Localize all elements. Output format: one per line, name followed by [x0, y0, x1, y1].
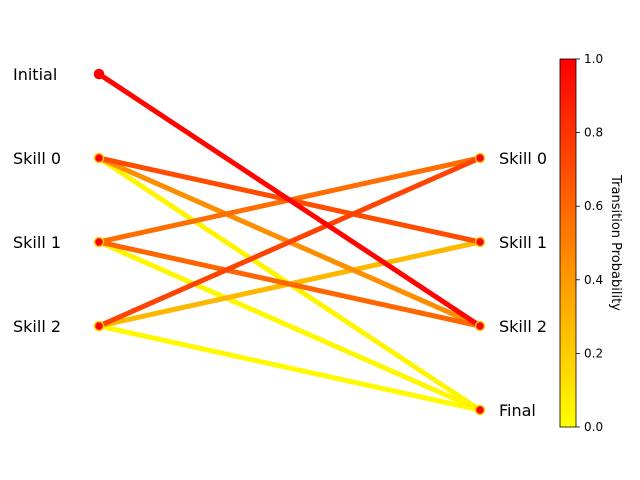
right-label-final: Final [499, 401, 536, 420]
left-label-initial: Initial [13, 65, 57, 84]
left-label-skill-1: Skill 1 [13, 233, 61, 252]
colorbar-label: Transition Probability [608, 174, 623, 311]
colorbar-gradient [559, 58, 577, 428]
edge-skill-2-to-skill-0 [96, 155, 483, 329]
edge-skill-1-to-skill-2 [96, 239, 483, 329]
left-label-skill-0: Skill 0 [13, 149, 61, 168]
right-node-skill-0 [474, 152, 486, 164]
right-node-skill-1 [474, 236, 486, 248]
right-label-skill-2: Skill 2 [499, 317, 547, 336]
colorbar-tick-label: 0.0 [584, 420, 603, 434]
edge-skill-2-to-final [96, 323, 483, 413]
colorbar-ticks: 0.0 0.2 0.4 0.6 0.8 1.0 [576, 52, 603, 434]
left-node-skill-1 [93, 236, 105, 248]
right-node-final [474, 404, 486, 416]
edge-initial-to-skill-2 [96, 71, 483, 329]
left-node-skill-2 [93, 320, 105, 332]
colorbar-tick-label: 0.8 [584, 126, 603, 140]
right-node-skill-2 [474, 320, 486, 332]
colorbar: 0.0 0.2 0.4 0.6 0.8 1.0 Transition Probabilit… [559, 52, 623, 434]
right-label-skill-0: Skill 0 [499, 149, 547, 168]
colorbar-tick-label: 1.0 [584, 52, 603, 66]
colorbar-tick-label: 0.2 [584, 346, 603, 360]
left-label-skill-2: Skill 2 [13, 317, 61, 336]
right-label-skill-1: Skill 1 [499, 233, 547, 252]
nodes-layer [93, 68, 486, 416]
edge-skill-1-to-final [96, 239, 483, 413]
colorbar-tick-label: 0.6 [584, 199, 603, 213]
edges-layer [96, 71, 483, 413]
colorbar-tick-label: 0.4 [584, 273, 603, 287]
left-node-skill-0 [93, 152, 105, 164]
labels-layer: Initial Skill 0 Skill 1 Skill 2 Skill 0 Skill… [13, 65, 547, 420]
left-node-initial [93, 68, 105, 80]
